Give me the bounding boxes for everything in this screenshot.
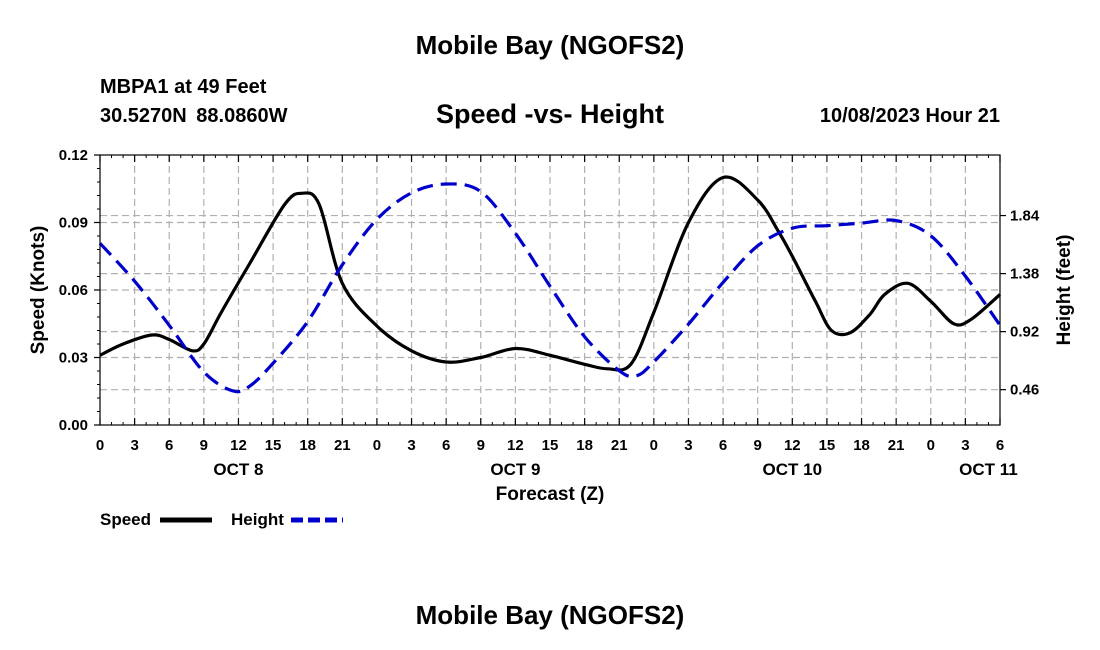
- legend-height-label: Height: [231, 510, 284, 529]
- x-tick-label: 3: [961, 437, 969, 454]
- y-right-tick-label: 0.46: [1010, 382, 1039, 399]
- series-lines: [98, 175, 1002, 394]
- main-title: Mobile Bay (NGOFS2): [415, 30, 685, 60]
- station-name: MBPA1 at 49 Feet: [100, 76, 267, 98]
- y-right-tick-label: 0.92: [1010, 324, 1039, 341]
- x-tick-label: 12: [507, 437, 524, 454]
- x-tick-label: 9: [200, 437, 208, 454]
- x-date-label: OCT 10: [763, 460, 823, 479]
- x-tick-label: 6: [442, 437, 450, 454]
- x-tick-label: 21: [611, 437, 628, 454]
- y-right-tick-label: 1.38: [1010, 266, 1039, 283]
- x-tick-label: 3: [130, 437, 138, 454]
- station-coordinates: 30.5270N 88.0860W: [100, 105, 288, 127]
- x-tick-label: 12: [784, 437, 801, 454]
- x-tick-label: 15: [819, 437, 836, 454]
- x-tick-label: 21: [888, 437, 905, 454]
- axis-labels: 0 3 6 9 12 15 18 21 0 3 6 9 12 15 18 21 0 3 6 9 12 15 18 21 0 3 6 O…: [59, 147, 1040, 479]
- y-left-tick-label: 0.09: [59, 215, 88, 232]
- y-left-tick-label: 0.12: [59, 147, 88, 164]
- x-tick-label: 6: [996, 437, 1004, 454]
- y-axis-right-label: Height (feet): [1054, 235, 1075, 346]
- x-tick-label: 6: [165, 437, 173, 454]
- x-tick-label: 0: [650, 437, 658, 454]
- axis-ticks: [94, 154, 1006, 426]
- x-tick-label: 18: [299, 437, 316, 454]
- x-tick-label: 9: [754, 437, 762, 454]
- bottom-title: Mobile Bay (NGOFS2): [415, 600, 685, 630]
- x-tick-label: 0: [927, 437, 935, 454]
- plot-title: Speed -vs- Height: [435, 99, 665, 129]
- x-tick-label: 9: [477, 437, 485, 454]
- x-axis-label: Forecast (Z): [496, 484, 605, 505]
- x-tick-label: 15: [542, 437, 559, 454]
- x-tick-label: 12: [230, 437, 247, 454]
- y-left-tick-label: 0.00: [59, 417, 88, 434]
- forecast-time: 10/08/2023 Hour 21: [819, 105, 1000, 127]
- x-date-label: OCT 8: [213, 460, 263, 479]
- x-tick-label: 18: [853, 437, 870, 454]
- series-line-speed: [99, 175, 1002, 372]
- x-tick-label: 3: [684, 437, 692, 454]
- x-tick-label: 3: [407, 437, 415, 454]
- x-tick-label: 15: [265, 437, 282, 454]
- legend-speed-label: Speed: [100, 510, 151, 529]
- x-tick-label: 0: [373, 437, 381, 454]
- x-tick-label: 0: [96, 437, 104, 454]
- x-tick-label: 18: [576, 437, 593, 454]
- y-left-tick-label: 0.03: [59, 350, 88, 367]
- series-line-height: [98, 182, 1002, 394]
- y-right-tick-label: 1.84: [1010, 208, 1040, 225]
- x-date-label: OCT 9: [490, 460, 540, 479]
- legend: Speed Height: [100, 510, 343, 529]
- y-left-tick-label: 0.06: [59, 282, 88, 299]
- x-tick-label: 6: [719, 437, 727, 454]
- x-tick-label: 21: [334, 437, 351, 454]
- x-date-label: OCT 11: [959, 460, 1018, 479]
- y-axis-left-label: Speed (Knots): [28, 226, 49, 355]
